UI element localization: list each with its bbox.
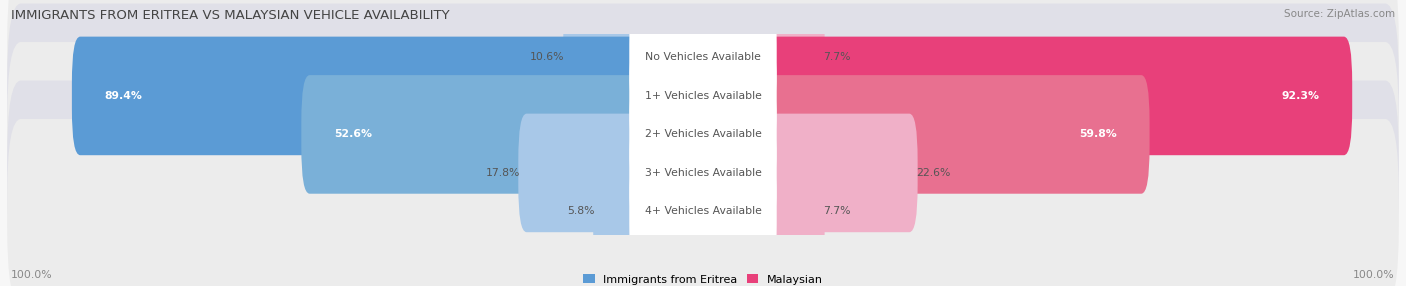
Text: 4+ Vehicles Available: 4+ Vehicles Available — [644, 206, 762, 217]
Text: 59.8%: 59.8% — [1080, 130, 1118, 139]
Text: 17.8%: 17.8% — [485, 168, 520, 178]
FancyBboxPatch shape — [630, 0, 776, 117]
FancyBboxPatch shape — [7, 81, 1399, 265]
FancyBboxPatch shape — [630, 75, 776, 194]
Text: 22.6%: 22.6% — [917, 168, 950, 178]
Text: No Vehicles Available: No Vehicles Available — [645, 52, 761, 62]
Text: Source: ZipAtlas.com: Source: ZipAtlas.com — [1284, 9, 1395, 19]
FancyBboxPatch shape — [761, 75, 1150, 194]
FancyBboxPatch shape — [7, 42, 1399, 227]
Text: 89.4%: 89.4% — [104, 91, 142, 101]
Text: 52.6%: 52.6% — [333, 130, 371, 139]
Legend: Immigrants from Eritrea, Malaysian: Immigrants from Eritrea, Malaysian — [579, 270, 827, 286]
FancyBboxPatch shape — [564, 0, 645, 117]
FancyBboxPatch shape — [7, 119, 1399, 286]
Text: 1+ Vehicles Available: 1+ Vehicles Available — [644, 91, 762, 101]
FancyBboxPatch shape — [72, 37, 645, 155]
Text: 100.0%: 100.0% — [11, 270, 53, 280]
FancyBboxPatch shape — [761, 114, 918, 232]
FancyBboxPatch shape — [593, 152, 645, 271]
Text: 3+ Vehicles Available: 3+ Vehicles Available — [644, 168, 762, 178]
FancyBboxPatch shape — [761, 152, 825, 271]
Text: 10.6%: 10.6% — [530, 52, 565, 62]
Text: IMMIGRANTS FROM ERITREA VS MALAYSIAN VEHICLE AVAILABILITY: IMMIGRANTS FROM ERITREA VS MALAYSIAN VEH… — [11, 9, 450, 21]
FancyBboxPatch shape — [7, 0, 1399, 150]
Text: 2+ Vehicles Available: 2+ Vehicles Available — [644, 130, 762, 139]
FancyBboxPatch shape — [7, 3, 1399, 188]
FancyBboxPatch shape — [761, 0, 825, 117]
Text: 7.7%: 7.7% — [824, 52, 851, 62]
Text: 100.0%: 100.0% — [1353, 270, 1395, 280]
Text: 7.7%: 7.7% — [824, 206, 851, 217]
FancyBboxPatch shape — [630, 37, 776, 155]
FancyBboxPatch shape — [630, 152, 776, 271]
Text: 5.8%: 5.8% — [567, 206, 595, 217]
FancyBboxPatch shape — [519, 114, 645, 232]
FancyBboxPatch shape — [630, 114, 776, 232]
Text: 92.3%: 92.3% — [1282, 91, 1320, 101]
FancyBboxPatch shape — [301, 75, 645, 194]
FancyBboxPatch shape — [761, 37, 1353, 155]
